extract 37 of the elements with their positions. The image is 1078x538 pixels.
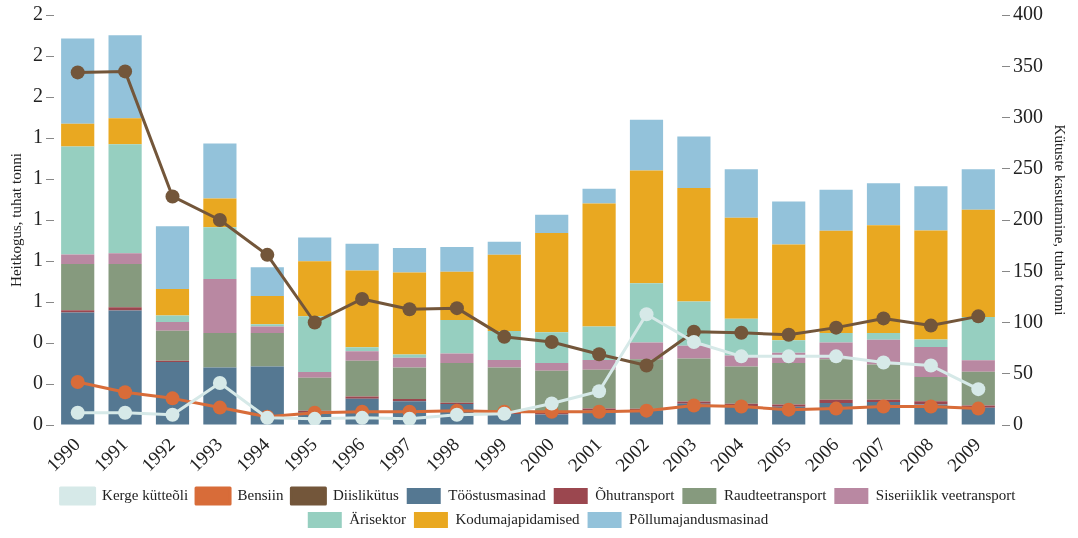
y-tick-label: 2 — [33, 43, 43, 66]
x-tick-label: 1993 — [184, 433, 227, 476]
x-tick-label: 1991 — [89, 433, 132, 476]
y2-tick-label: 100 — [1013, 309, 1043, 332]
y-tick-label: 1 — [33, 289, 43, 312]
legend-label: Bensiin — [237, 486, 284, 503]
y-tick-label: 1 — [33, 207, 43, 230]
y-tick-label: 2 — [33, 84, 43, 107]
legend-label: Tööstusmasinad — [448, 486, 547, 503]
y2-tick-label: 0 — [1013, 412, 1023, 435]
y2-tick-label: 200 — [1013, 207, 1043, 230]
y2-tick-label: 300 — [1013, 104, 1043, 127]
x-tick-label: 1992 — [137, 433, 179, 476]
legend-label: Siseriiklik veetransport — [875, 486, 1017, 503]
legend-label: Põllumajandusmasinad — [629, 510, 769, 527]
legend-label: Kerge kütteõli — [102, 486, 189, 503]
x-tick-label: 1999 — [468, 433, 511, 476]
y2-axis-title: Kütuste kasutamine, tuhat tonni — [1052, 124, 1069, 316]
legend-label: Raudteetransport — [723, 486, 828, 503]
y2-tick-label: 150 — [1013, 258, 1043, 281]
x-tick-label: 1990 — [42, 433, 85, 476]
legend-label: Ärisektor — [349, 510, 406, 527]
y2-tick-label: 400 — [1013, 2, 1043, 25]
y2-tick-label: 50 — [1013, 361, 1033, 384]
y-tick-label: 2 — [33, 2, 43, 25]
y2-tick-label: 350 — [1013, 53, 1043, 76]
y-tick-label: 0 — [33, 412, 43, 435]
y-axis-title: Heitkogus, tuhat tonni — [7, 153, 24, 287]
legend-label: Diislikütus — [332, 486, 399, 503]
legend-label: Õhutransport — [595, 486, 676, 503]
y-tick-label: 0 — [33, 330, 43, 353]
y-tick-label: 1 — [33, 248, 43, 271]
y-tick-label: 0 — [33, 371, 43, 394]
y2-tick-label: 250 — [1013, 156, 1043, 178]
y-tick-label: 1 — [33, 125, 43, 148]
legend-label: Kodumajapidamised — [455, 510, 581, 527]
y-tick-label: 1 — [33, 166, 43, 189]
